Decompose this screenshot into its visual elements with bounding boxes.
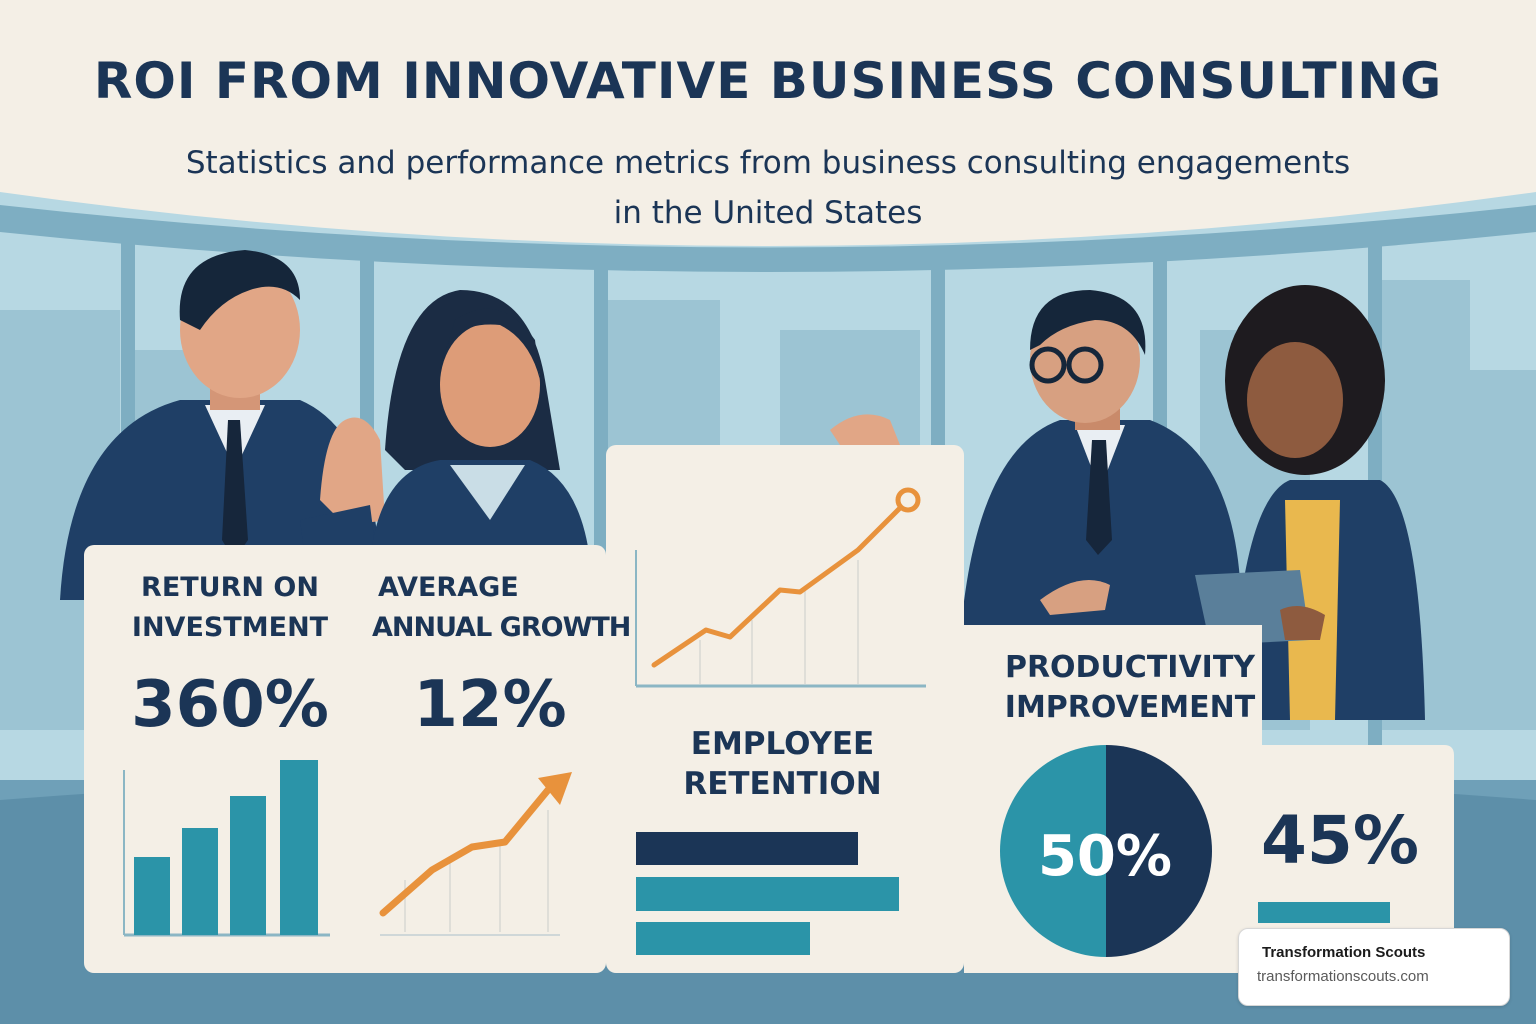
productivity-label: PRODUCTIVITY IMPROVEMENT: [990, 648, 1270, 728]
growth-line-chart: [379, 772, 572, 936]
roi-label-line-2: INVESTMENT: [131, 612, 329, 643]
productivity-pie-chart: [1000, 745, 1212, 957]
productivity-value: 45%: [1261, 802, 1419, 879]
subtitle-line-2: in the United States: [613, 195, 923, 231]
brand-url: transformationscouts.com: [1257, 968, 1429, 985]
growth-label-line-2: ANNUAL GROWTH: [372, 612, 631, 643]
roi-bar-chart: [123, 760, 330, 937]
page-subtitle: Statistics and performance metrics from …: [150, 138, 1386, 238]
consultant-woman-right: [1195, 285, 1425, 720]
productivity-label-line-1: PRODUCTIVITY: [1004, 650, 1256, 685]
brand-name: Transformation Scouts: [1262, 944, 1426, 961]
consultant-man-glasses: [830, 290, 1240, 640]
consultant-woman-left: [370, 290, 590, 560]
retention-label-line-2: RETENTION: [683, 766, 882, 802]
growth-value: 12%: [413, 668, 567, 742]
growth-label-line-1: AVERAGE: [378, 572, 519, 603]
subtitle-line-1: Statistics and performance metrics from …: [185, 145, 1351, 181]
page-title: ROI FROM INNOVATIVE BUSINESS CONSULTING: [93, 52, 1443, 110]
productivity-bar: [1258, 902, 1390, 923]
roi-value: 360%: [131, 668, 329, 742]
roi-label-line-1: RETURN ON: [141, 572, 319, 603]
brand-card: [1238, 928, 1510, 1006]
growth-label: AVERAGE ANNUAL GROWTH: [372, 568, 632, 648]
roi-label: RETURN ON INVESTMENT: [120, 568, 340, 648]
trend-line-chart: [635, 487, 926, 688]
retention-label: EMPLOYEE RETENTION: [640, 724, 925, 804]
retention-label-line-1: EMPLOYEE: [690, 726, 875, 762]
retention-bar-chart: [636, 832, 899, 955]
productivity-pie-label: 50%: [1037, 824, 1173, 889]
productivity-label-line-2: IMPROVEMENT: [1004, 690, 1256, 725]
